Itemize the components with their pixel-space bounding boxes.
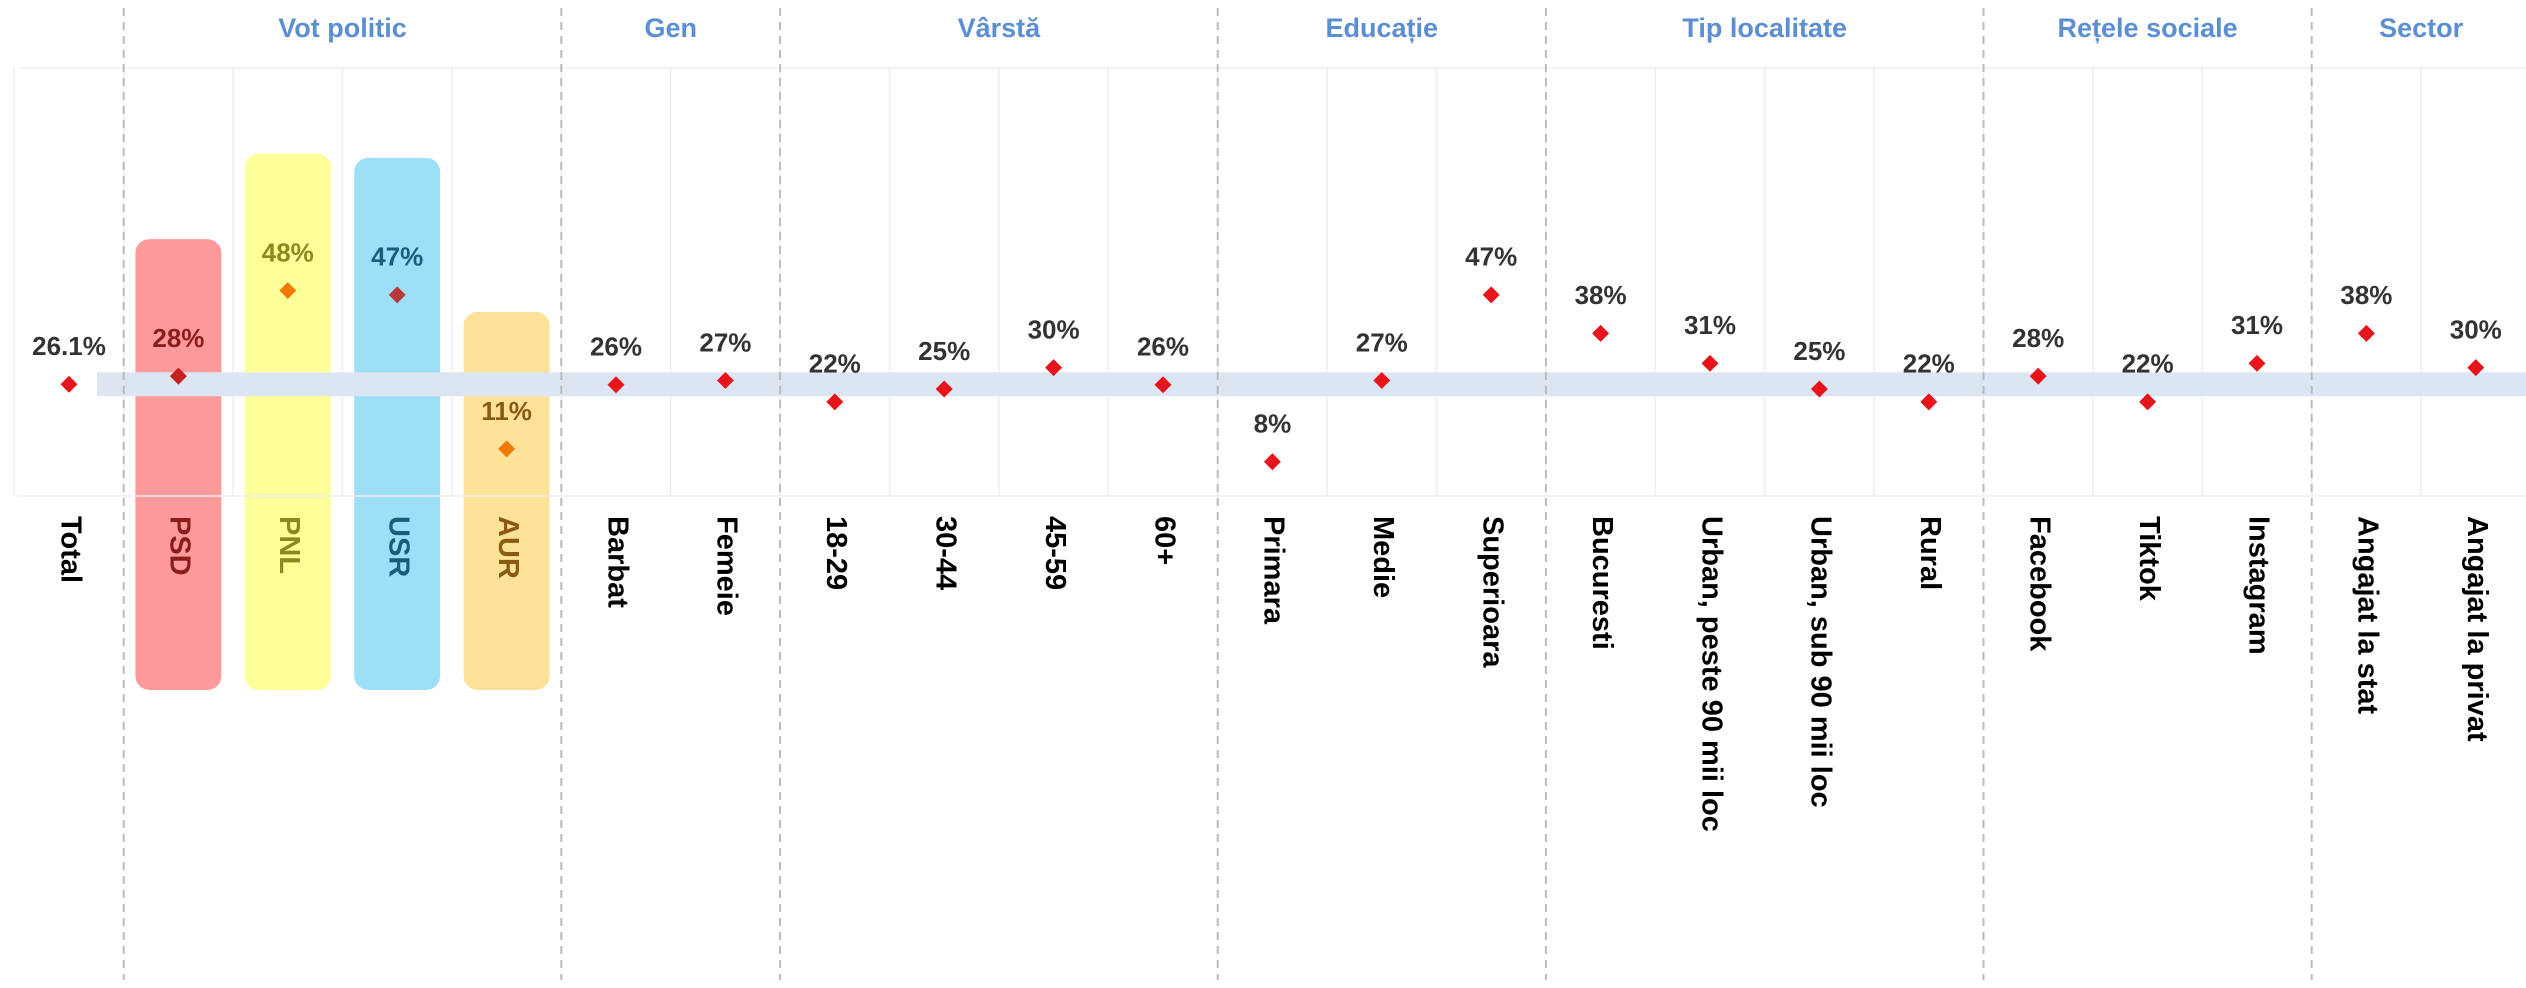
value-label: 30% bbox=[2450, 314, 2502, 344]
dot bbox=[1592, 324, 1610, 342]
dot bbox=[1482, 286, 1500, 304]
category-label: Urban, peste 90 mii loc bbox=[1695, 516, 1727, 832]
category-label: Barbat bbox=[601, 516, 633, 608]
value-label: 31% bbox=[2231, 310, 2283, 340]
category-label: PSD bbox=[164, 516, 196, 576]
value-label: 25% bbox=[918, 336, 970, 366]
category-label: Bucuresti bbox=[1586, 516, 1618, 650]
category-label: 60+ bbox=[1148, 516, 1180, 565]
category-label: Rural bbox=[1914, 516, 1946, 590]
party-highlight bbox=[463, 311, 550, 690]
category-label: Total bbox=[54, 516, 86, 583]
value-label: 22% bbox=[809, 349, 861, 379]
category-label: Urban, sub 90 mii loc bbox=[1805, 516, 1837, 808]
dot bbox=[2357, 324, 2375, 342]
value-label: 30% bbox=[1028, 314, 1080, 344]
value-label: 38% bbox=[2340, 280, 2392, 310]
category-label: 30-44 bbox=[930, 516, 962, 590]
value-label: 27% bbox=[1356, 327, 1408, 357]
highlights bbox=[135, 153, 550, 691]
value-label: 22% bbox=[1903, 349, 1955, 379]
category-label: PNL bbox=[273, 516, 305, 574]
dot bbox=[169, 367, 187, 385]
category-label: Angajat la privat bbox=[2461, 516, 2493, 742]
party-highlight bbox=[244, 153, 331, 690]
category-label: Tiktok bbox=[2133, 516, 2165, 602]
value-label: 22% bbox=[2122, 349, 2174, 379]
category-label: 18-29 bbox=[820, 516, 852, 590]
group-header: Rețele sociale bbox=[2058, 13, 2238, 43]
value-label: 26% bbox=[1137, 332, 1189, 362]
category-label: 45-59 bbox=[1039, 516, 1071, 590]
dot bbox=[716, 371, 734, 389]
category-label: Primara bbox=[1258, 516, 1290, 625]
category-label: Facebook bbox=[2024, 516, 2056, 652]
dot bbox=[1701, 354, 1719, 372]
value-label: 31% bbox=[1684, 310, 1736, 340]
dot bbox=[388, 286, 406, 304]
dot bbox=[279, 282, 297, 300]
category-label: USR bbox=[383, 516, 415, 577]
category-label: Medie bbox=[1367, 516, 1399, 598]
dot bbox=[607, 376, 625, 394]
band-layer bbox=[97, 372, 2526, 397]
value-label: 25% bbox=[1793, 336, 1845, 366]
group-header: Vot politic bbox=[278, 13, 407, 43]
party-highlight bbox=[354, 157, 441, 691]
group-header: Gen bbox=[644, 13, 697, 43]
value-label: 26% bbox=[590, 332, 642, 362]
category-label: Superioara bbox=[1477, 516, 1509, 668]
value-label: 47% bbox=[371, 242, 423, 272]
dot bbox=[826, 393, 844, 411]
dot bbox=[1263, 453, 1281, 471]
value-label: 27% bbox=[699, 327, 751, 357]
dot bbox=[935, 380, 953, 398]
category-label: Angajat la stat bbox=[2352, 516, 2384, 715]
category-label: Instagram bbox=[2242, 516, 2274, 655]
value-label: 8% bbox=[1254, 409, 1292, 439]
value-label: 48% bbox=[262, 237, 314, 267]
total-band bbox=[97, 372, 2526, 397]
group-header: Vârstă bbox=[958, 13, 1042, 43]
value-label: 26.1% bbox=[32, 331, 106, 361]
group-header: Educație bbox=[1326, 13, 1439, 43]
value-label: 47% bbox=[1465, 242, 1517, 272]
value-label: 11% bbox=[481, 396, 532, 426]
value-label: 28% bbox=[2012, 323, 2064, 353]
value-label: 38% bbox=[1575, 280, 1627, 310]
party-highlight bbox=[135, 239, 222, 690]
group-header: Sector bbox=[2379, 13, 2464, 43]
group-header: Tip localitate bbox=[1682, 13, 1847, 43]
category-label: Femeie bbox=[711, 516, 743, 616]
dot bbox=[2248, 354, 2266, 372]
value-label: 28% bbox=[152, 323, 204, 353]
category-label: AUR bbox=[492, 516, 524, 579]
dot bbox=[60, 375, 78, 393]
